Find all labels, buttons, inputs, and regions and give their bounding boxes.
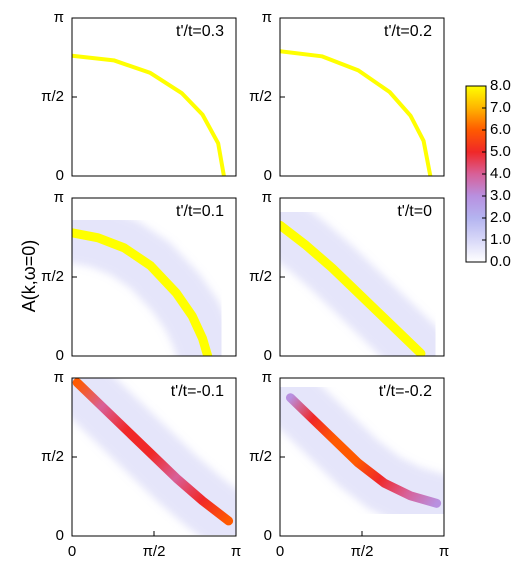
- y-tick-label: 0: [264, 347, 272, 364]
- y-tick-label: π/2: [41, 268, 64, 285]
- colorbar-tick-label: 8.0: [490, 77, 511, 94]
- spectral-ridge: [280, 49, 433, 176]
- y-tick-label: 0: [264, 167, 272, 184]
- y-tick-label: 0: [56, 167, 64, 184]
- y-tick-label: π: [54, 189, 64, 206]
- y-tick-label: π/2: [249, 88, 272, 105]
- y-tick-label: 0: [264, 527, 272, 544]
- colorbar-tick-label: 7.0: [490, 99, 511, 116]
- panel-plot: [280, 378, 444, 534]
- y-tick-label: 0: [56, 347, 64, 364]
- x-tick-label: π/2: [351, 543, 374, 560]
- y-tick-label: π: [262, 189, 272, 206]
- x-tick-label: 0: [276, 543, 284, 560]
- panel-title: t'/t=0.2: [384, 23, 432, 40]
- panel-plot: [280, 49, 433, 176]
- y-tick-label: π/2: [41, 88, 64, 105]
- colorbar-tick-label: 4.0: [490, 165, 511, 182]
- panel-title: t'/t=0.3: [176, 23, 224, 40]
- y-tick-label: π: [54, 9, 64, 26]
- x-tick-label: π/2: [143, 543, 166, 560]
- colorbar-tick-label: 5.0: [490, 143, 511, 160]
- panel-title: t'/t=0: [397, 203, 432, 220]
- y-tick-label: π: [54, 369, 64, 386]
- panel-plot: [72, 202, 236, 356]
- y-tick-label: π/2: [41, 448, 64, 465]
- panel-bg: [72, 18, 236, 176]
- y-tick-label: π: [262, 9, 272, 26]
- y-tick-label: π/2: [249, 448, 272, 465]
- colorbar-tick-label: 6.0: [490, 121, 511, 138]
- panel-plot: [72, 53, 226, 176]
- spectral-ridge: [72, 228, 213, 356]
- colorbar-tick-label: 2.0: [490, 209, 511, 226]
- y-axis-label: A(k,ω=0): [19, 240, 39, 313]
- y-tick-label: π: [262, 369, 272, 386]
- colorbar-tick-label: 0.0: [490, 253, 511, 270]
- panel-plot: [72, 378, 236, 536]
- panel-plot: [280, 198, 444, 356]
- spectral-ridge: [72, 53, 226, 176]
- y-tick-label: 0: [56, 527, 64, 544]
- spectral-ridge: [280, 220, 426, 356]
- colorbar-tick-label: 1.0: [490, 231, 511, 248]
- colorbar-tick-label: 3.0: [490, 187, 511, 204]
- panel-bg: [280, 18, 444, 176]
- x-tick-label: π: [439, 543, 449, 560]
- panel-title: t'/t=0.1: [176, 203, 224, 220]
- spectral-ridge: [285, 393, 442, 508]
- y-tick-label: π/2: [249, 268, 272, 285]
- x-tick-label: π: [231, 543, 241, 560]
- x-tick-label: 0: [68, 543, 76, 560]
- spectral-ridge: [72, 378, 234, 526]
- panel-title: t'/t=-0.2: [379, 383, 432, 400]
- panel-title: t'/t=-0.1: [171, 383, 224, 400]
